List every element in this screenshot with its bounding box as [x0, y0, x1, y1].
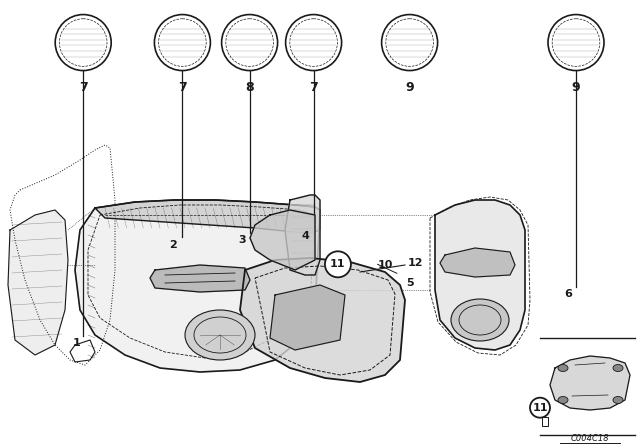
Ellipse shape: [451, 299, 509, 341]
Polygon shape: [550, 356, 630, 410]
Circle shape: [325, 251, 351, 277]
Ellipse shape: [613, 365, 623, 371]
Polygon shape: [8, 210, 68, 355]
Text: 9: 9: [405, 81, 414, 94]
Polygon shape: [95, 200, 320, 233]
Circle shape: [381, 15, 438, 71]
Text: 8: 8: [245, 81, 254, 94]
Ellipse shape: [185, 310, 255, 360]
Text: C004C18: C004C18: [571, 434, 609, 443]
Ellipse shape: [613, 396, 623, 404]
Circle shape: [55, 15, 111, 71]
Text: 11: 11: [330, 259, 346, 269]
Text: 3: 3: [238, 235, 246, 245]
Text: 11: 11: [532, 403, 548, 413]
Text: 9: 9: [572, 81, 580, 94]
Text: 1: 1: [73, 338, 81, 348]
Text: 6: 6: [564, 289, 572, 299]
Text: 2: 2: [169, 240, 177, 250]
Circle shape: [154, 15, 211, 71]
Text: 10: 10: [378, 260, 393, 270]
Ellipse shape: [558, 365, 568, 371]
Text: 4: 4: [302, 231, 310, 241]
Circle shape: [285, 15, 342, 71]
Polygon shape: [435, 200, 525, 350]
Circle shape: [548, 15, 604, 71]
Polygon shape: [75, 200, 320, 372]
Polygon shape: [240, 258, 405, 382]
Ellipse shape: [558, 396, 568, 404]
Polygon shape: [285, 195, 320, 275]
Polygon shape: [250, 210, 315, 270]
Text: 7: 7: [178, 81, 187, 94]
Polygon shape: [150, 265, 250, 292]
Polygon shape: [270, 285, 345, 350]
Circle shape: [221, 15, 278, 71]
Text: 12: 12: [408, 258, 424, 268]
Text: 7: 7: [309, 81, 318, 94]
Polygon shape: [440, 248, 515, 277]
Text: 5: 5: [406, 278, 413, 288]
Text: 7: 7: [79, 81, 88, 94]
Circle shape: [530, 398, 550, 418]
